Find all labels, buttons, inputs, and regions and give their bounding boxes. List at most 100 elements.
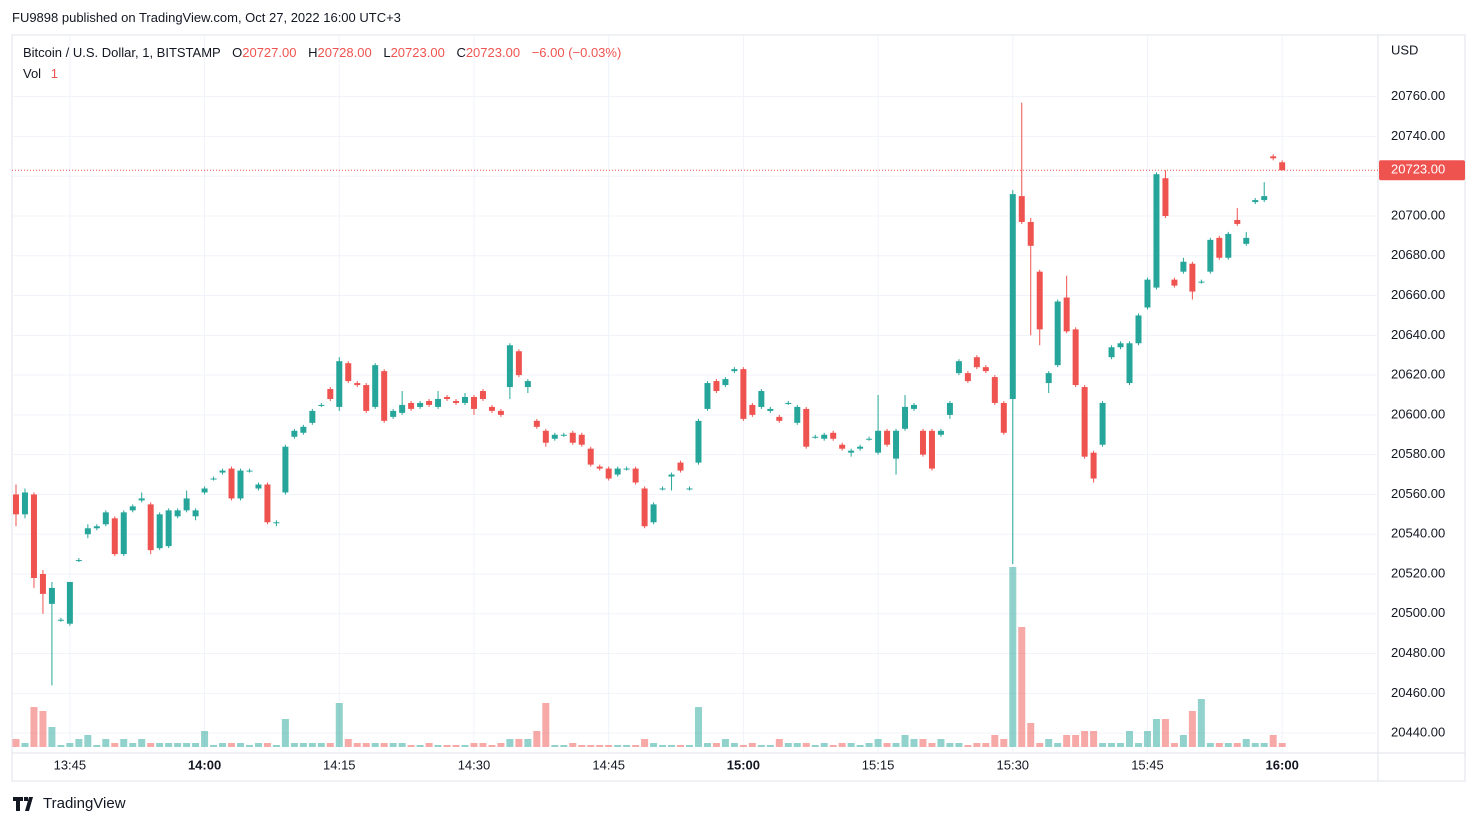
candle-body [623,468,630,470]
candle-body [372,365,379,407]
candle-body [830,432,837,439]
candle-body [1090,452,1097,479]
volume-bar [237,743,244,747]
candle-body [1162,178,1169,216]
candle-body [183,498,190,511]
volume-bar [641,739,649,747]
candle-body [39,573,46,594]
volume-bar [1063,735,1071,747]
volume-bar [596,745,604,747]
volume-bar [515,739,523,747]
volume-bar [1090,731,1098,747]
candle-body [749,404,756,415]
legend: Bitcoin / U.S. Dollar, 1, BITSTAMP O2072… [23,45,621,60]
candle-body [120,512,127,555]
volume-bar [1233,743,1241,747]
volume-bar [946,743,954,747]
y-tick-label: 20620.00 [1391,367,1445,382]
volume-bar [201,731,209,747]
candle-body [740,369,747,419]
high-value: 20728.00 [317,45,372,60]
volume-bar [560,745,568,747]
candle-body [722,379,729,386]
x-tick-label: 15:15 [862,757,895,772]
volume-bar [281,719,289,747]
logo [13,796,33,811]
volume-bar [30,707,38,747]
candle-body [453,400,460,403]
volume-bar [730,743,738,747]
volume-bar [12,739,20,747]
candle-body [273,522,280,524]
volume-bar [802,743,810,747]
y-tick-label: 20680.00 [1391,247,1445,262]
candle-body [1261,196,1268,201]
candle-body [255,484,262,489]
high-label: H [308,45,318,60]
x-tick-label: 15:45 [1131,757,1164,772]
volume-bar [847,743,855,747]
candle-body [542,430,549,443]
volume-bar [93,745,101,747]
x-tick-label: 14:30 [458,757,491,772]
volume-bar [1269,735,1277,747]
candle-body [839,444,846,449]
volume-bar [479,743,487,747]
volume-bar [650,743,658,747]
candle-body [246,470,253,472]
volume-bar [1036,743,1044,747]
candle-body [444,396,451,399]
candle-body [264,484,271,523]
candle-body [605,468,612,479]
x-tick-label: 16:00 [1266,757,1299,772]
volume-bar [659,745,667,747]
candle-body [75,560,82,562]
candle-body [291,430,298,437]
volume-bar [587,745,595,747]
candle-body [937,430,944,435]
candle-body [102,512,109,525]
footer: TradingView [13,795,126,812]
volume-bar [694,707,702,747]
volume-bar [1260,743,1268,747]
candle-body [1234,219,1241,224]
candle-body [614,468,621,475]
candle-body [66,581,73,624]
y-tick-label: 20760.00 [1391,88,1445,103]
candle-body [919,430,926,455]
y-tick-label: 20540.00 [1391,526,1445,541]
candle-body [354,383,361,386]
candle-body [399,404,406,413]
volume-bar [425,743,433,747]
candle-body [381,371,388,421]
candle-body [210,478,217,480]
candle-body [1270,156,1277,159]
x-tick-label: 14:00 [188,757,221,772]
volume-bar [452,745,460,747]
vol-label: Vol [23,66,42,81]
candle-body [866,438,873,440]
candle-body [704,383,711,409]
candle-body [408,402,415,409]
volume-bar [389,743,397,747]
volume-bar [1117,743,1125,747]
candle-body [1144,279,1151,308]
volume-bar [66,743,74,747]
candle-body [569,432,576,443]
volume-bar [317,743,325,747]
candle-body [785,402,792,404]
change: −6.00 (−0.03%) [531,45,622,60]
volume-bar [1045,739,1053,747]
candle-body [1279,162,1286,171]
candle-body [390,410,397,417]
candle-body [336,361,343,407]
volume-bar [883,743,891,747]
candle-body [1045,373,1052,384]
candle-body [731,369,738,372]
volume-bar [1278,743,1286,747]
candle-body [911,404,917,409]
volume-bar [335,703,343,747]
candle-body [659,488,666,490]
volume-bar [1054,743,1062,747]
